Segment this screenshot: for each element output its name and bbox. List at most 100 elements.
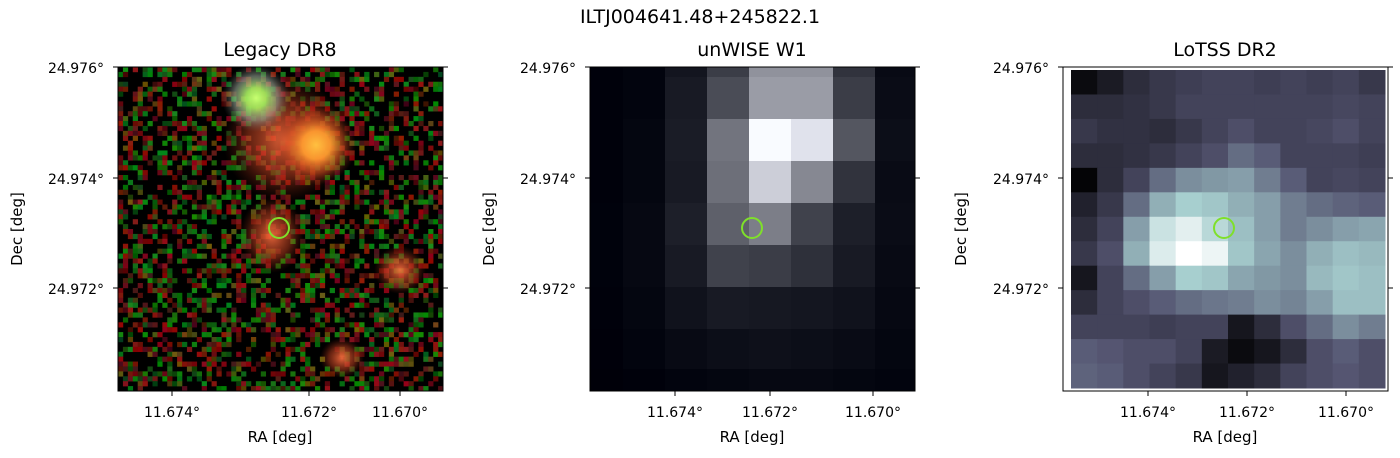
noise-pixel <box>142 170 148 176</box>
noise-pixel <box>369 130 375 137</box>
image-pixel <box>1306 339 1334 365</box>
noise-pixel <box>374 346 380 353</box>
noise-pixel <box>324 253 331 259</box>
noise-pixel <box>378 381 385 387</box>
noise-pixel <box>122 71 129 78</box>
noise-pixel <box>147 214 153 220</box>
noise-pixel <box>211 91 217 97</box>
noise-pixel <box>349 233 355 240</box>
noise-pixel <box>177 189 183 195</box>
noise-pixel <box>118 106 124 112</box>
noise-pixel <box>339 263 345 269</box>
noise-pixel <box>118 371 124 377</box>
noise-pixel <box>147 322 153 328</box>
noise-pixel <box>132 233 138 240</box>
noise-pixel <box>162 160 168 166</box>
noise-pixel <box>319 307 326 313</box>
noise-pixel <box>206 361 212 367</box>
noise-pixel <box>310 273 316 279</box>
noise-pixel <box>300 253 306 259</box>
noise-pixel <box>329 302 335 308</box>
noise-pixel <box>122 381 129 387</box>
noise-pixel <box>393 184 399 191</box>
noise-pixel <box>359 322 365 328</box>
noise-pixel <box>364 361 370 367</box>
noise-pixel <box>147 229 153 235</box>
noise-pixel <box>241 263 247 269</box>
image-pixel <box>1201 314 1229 340</box>
noise-pixel <box>177 101 183 107</box>
noise-pixel <box>211 253 217 259</box>
noise-pixel <box>433 346 439 353</box>
noise-pixel <box>167 297 173 303</box>
noise-pixel <box>250 341 257 348</box>
noise-pixel <box>186 194 193 200</box>
noise-pixel <box>413 332 419 338</box>
noise-pixel <box>182 307 188 313</box>
noise-pixel <box>211 214 217 220</box>
noise-pixel <box>403 346 409 353</box>
noise-pixel <box>334 263 340 269</box>
image-pixel <box>875 369 916 392</box>
noise-pixel <box>206 263 212 269</box>
noise-pixel <box>280 337 286 343</box>
noise-pixel <box>388 106 395 112</box>
image-pixel <box>665 329 708 370</box>
noise-pixel <box>398 135 404 141</box>
noise-pixel <box>310 371 316 377</box>
noise-pixel <box>344 278 350 284</box>
noise-pixel <box>359 366 365 372</box>
image-pixel <box>590 77 624 120</box>
noise-pixel <box>369 106 375 112</box>
noise-pixel <box>118 189 124 195</box>
noise-pixel <box>319 233 326 240</box>
image-pixel <box>1332 216 1360 242</box>
noise-pixel <box>246 356 252 362</box>
noise-pixel <box>250 278 257 284</box>
noise-pixel <box>433 86 439 92</box>
noise-pixel <box>388 125 395 132</box>
image-pixel <box>1254 290 1281 316</box>
noise-pixel <box>319 204 326 210</box>
image-pixel <box>1332 241 1360 267</box>
noise-pixel <box>142 91 148 97</box>
noise-pixel <box>359 130 365 137</box>
noise-pixel <box>172 184 178 191</box>
noise-pixel <box>364 111 370 117</box>
noise-pixel <box>127 332 134 338</box>
noise-pixel <box>369 337 375 343</box>
noise-pixel <box>162 356 168 362</box>
noise-pixel <box>383 341 390 348</box>
noise-pixel <box>413 179 419 186</box>
image-pixel <box>1358 143 1386 169</box>
noise-pixel <box>339 248 345 254</box>
noise-pixel <box>408 327 414 333</box>
noise-pixel <box>231 184 237 191</box>
noise-pixel <box>147 224 153 230</box>
noise-pixel <box>324 386 331 392</box>
noise-pixel <box>132 111 138 117</box>
xtick-label: 11.670° <box>1318 405 1374 421</box>
panel-unwise: unWISE W1 24.976° 24.974° 24.972° 11.674… <box>480 39 920 446</box>
noise-pixel <box>383 155 390 161</box>
noise-pixel <box>211 337 217 343</box>
noise-pixel <box>147 351 153 357</box>
noise-pixel <box>428 199 434 205</box>
image-pixel <box>749 161 792 204</box>
noise-pixel <box>310 258 316 264</box>
noise-pixel <box>334 278 340 284</box>
noise-pixel <box>310 317 316 323</box>
noise-pixel <box>157 248 163 254</box>
noise-pixel <box>260 356 267 362</box>
noise-pixel <box>147 346 153 353</box>
noise-pixel <box>142 371 148 377</box>
noise-pixel <box>122 209 129 215</box>
noise-pixel <box>378 199 385 205</box>
noise-pixel <box>354 140 360 146</box>
noise-pixel <box>423 86 429 92</box>
noise-pixel <box>349 111 355 117</box>
noise-pixel <box>201 381 207 387</box>
noise-pixel <box>364 76 370 83</box>
noise-pixel <box>211 292 217 299</box>
noise-pixel <box>378 175 385 181</box>
